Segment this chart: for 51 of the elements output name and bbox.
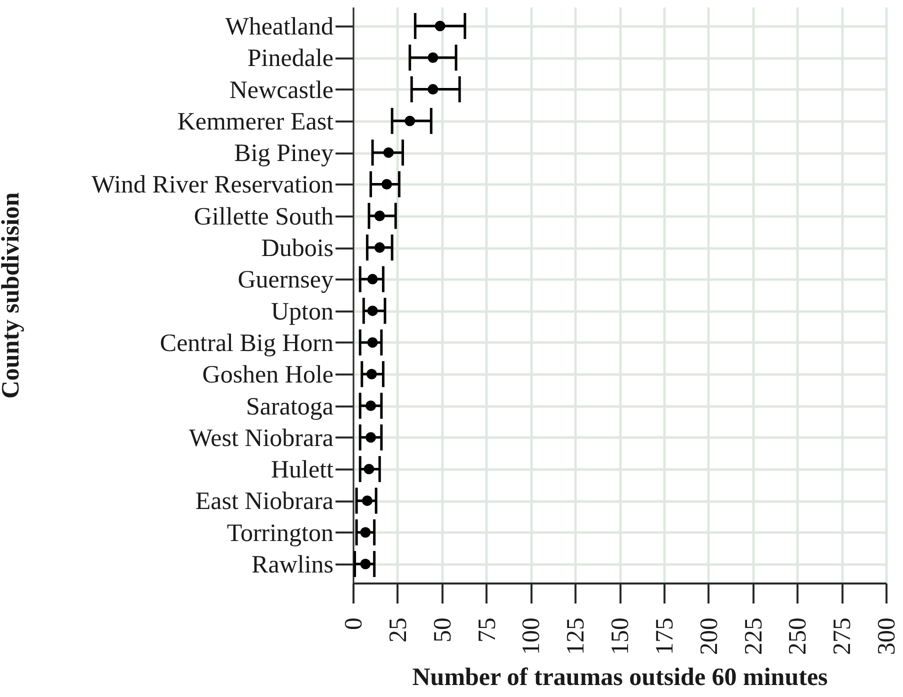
point (374, 242, 385, 253)
y-tick-label: Upton (271, 298, 334, 326)
point (366, 368, 377, 380)
y-tick-label: Goshen Hole (202, 362, 334, 389)
x-tick-label: 200 (696, 618, 723, 655)
x-tick-label: 0 (340, 618, 368, 630)
y-tick-label: Newcastle (229, 76, 334, 104)
x-axis-title: Number of traumas outside 60 minutes (412, 664, 828, 691)
point (434, 20, 446, 32)
y-tick-label: Hulett (271, 456, 334, 484)
x-tick-label: 275 (829, 618, 856, 655)
x-tick-label: 150 (607, 618, 634, 655)
point (362, 495, 372, 506)
point (367, 306, 378, 316)
y-tick-label: Wind River Reservation (92, 172, 334, 199)
x-tick-label: 100 (518, 618, 546, 655)
point (428, 52, 438, 63)
y-tick-label: West Niobrara (189, 424, 334, 452)
y-tick-label: Guernsey (238, 266, 334, 294)
y-tick-label: Pinedale (247, 45, 334, 72)
y-tick-label: Big Piney (234, 140, 334, 168)
point (360, 558, 371, 570)
point (367, 274, 378, 284)
y-tick-label: Central Big Horn (160, 330, 334, 357)
point (428, 84, 438, 95)
point (364, 464, 374, 474)
y-axis-title: County subdivision (0, 192, 24, 399)
x-tick-label: 300 (874, 618, 900, 655)
y-tick-label: Torrington (226, 520, 334, 547)
y-tick-label: East Niobrara (195, 488, 334, 516)
x-tick-label: 50 (429, 618, 456, 642)
point (383, 147, 394, 158)
y-tick-label: Kemmerer East (177, 108, 334, 136)
y-tick-label: Dubois (261, 235, 334, 262)
x-tick-label: 75 (474, 618, 501, 642)
point (367, 337, 378, 348)
point (366, 400, 376, 412)
point (366, 432, 376, 443)
x-tick-label: 125 (562, 618, 590, 655)
x-tick-label: 250 (784, 618, 812, 655)
y-tick-label: Rawlins (252, 552, 334, 579)
x-tick-label: 225 (740, 618, 768, 655)
point (404, 116, 416, 126)
x-tick-label: 25 (384, 618, 412, 642)
point (360, 527, 371, 538)
y-tick-label: Wheatland (225, 13, 334, 40)
x-tick-label: 175 (651, 618, 678, 655)
y-tick-label: Saratoga (246, 393, 334, 420)
point (382, 178, 392, 190)
point (374, 210, 385, 222)
y-tick-label: Gillette South (194, 203, 334, 230)
